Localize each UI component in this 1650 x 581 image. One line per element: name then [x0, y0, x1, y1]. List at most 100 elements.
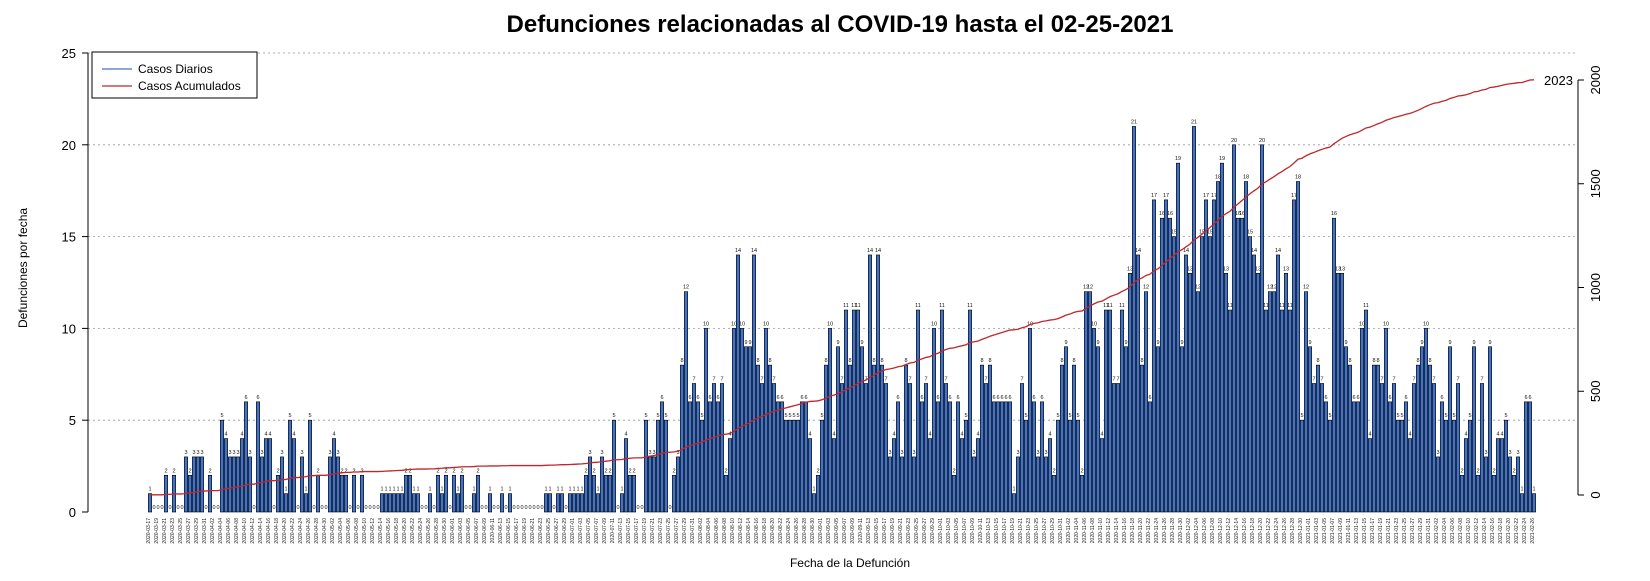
bar: [1336, 273, 1341, 513]
x-tick-label: 2021-02-26: [1530, 518, 1536, 544]
bar-value-label: 21: [1131, 119, 1137, 125]
x-tick-label: 2020-07-17: [634, 518, 640, 544]
bar: [475, 474, 480, 513]
bar-value-label: 6: [660, 395, 663, 401]
bar-value-label: 2: [816, 468, 819, 474]
x-tick-label: 2020-10-21: [1018, 518, 1024, 544]
bar: [1224, 273, 1229, 513]
x-tick-label: 2020-05-30: [442, 518, 448, 544]
bar-value-label: 2: [592, 468, 595, 474]
x-tick-label: 2020-07-21: [650, 518, 656, 544]
bar-value-label: 10: [1359, 321, 1365, 327]
bar-value-label: 9: [1064, 340, 1067, 346]
bar: [1015, 456, 1020, 513]
bar: [1160, 217, 1165, 513]
bar: [879, 364, 884, 513]
bar-value-label: 14: [875, 248, 881, 254]
bar: [855, 309, 860, 513]
bar-value-label: 0: [540, 505, 543, 511]
bar-value-label: 6: [1324, 395, 1327, 401]
bar: [1196, 291, 1201, 513]
bar-value-label: 5: [1056, 413, 1059, 419]
bar: [743, 346, 748, 513]
bar-value-label: 5: [784, 413, 787, 419]
x-tick-label: 2020-11-26: [1162, 518, 1168, 543]
bar: [1476, 474, 1481, 513]
bar-value-label: 9: [1344, 340, 1347, 346]
bar: [1100, 438, 1105, 513]
bar-value-label: 14: [735, 248, 741, 254]
bar-value-label: 1: [412, 487, 415, 493]
bar-value-label: 0: [204, 505, 207, 511]
x-tick-label: 2020-11-08: [1090, 518, 1096, 543]
bar: [395, 493, 400, 513]
bar-value-label: 14: [867, 248, 873, 254]
bar-value-label: 11: [1103, 303, 1109, 309]
x-tick-label: 2020-09-29: [930, 518, 936, 544]
x-axis-title: Fecha de la Defunción: [790, 556, 910, 570]
bar: [1104, 309, 1109, 513]
bar-value-label: 3: [248, 450, 251, 456]
bar-value-label: 0: [320, 505, 323, 511]
bar-value-label: 5: [1400, 413, 1403, 419]
x-tick-label: 2020-08-20: [770, 518, 776, 544]
bar-value-label: 1: [508, 487, 511, 493]
x-tick-label: 2020-04-18: [274, 518, 280, 544]
bar: [1120, 309, 1125, 513]
x-tick-label: 2020-12-22: [1266, 518, 1272, 544]
bar: [883, 383, 888, 513]
bar: [164, 474, 169, 513]
x-tick-label: 2020-12-12: [1226, 518, 1232, 544]
bar-value-label: 2: [1476, 468, 1479, 474]
bar-value-label: 14: [1251, 248, 1257, 254]
bar-value-label: 8: [1372, 358, 1375, 364]
x-tick-label: 2020-12-08: [1210, 518, 1216, 544]
y-tick-label: 20: [62, 138, 76, 153]
bar: [663, 419, 668, 513]
x-tick-label: 2021-01-03: [1314, 518, 1320, 544]
bar: [1292, 199, 1297, 513]
bar-value-label: 6: [1032, 395, 1035, 401]
bar: [427, 493, 432, 513]
bar: [315, 474, 320, 513]
bar-value-label: 3: [972, 450, 975, 456]
bar: [1032, 401, 1037, 513]
x-tick-label: 2020-05-04: [338, 518, 344, 544]
bar-value-label: 1: [500, 487, 503, 493]
bar: [259, 456, 264, 513]
bar-value-label: 10: [931, 321, 937, 327]
bar-value-label: 12: [1267, 285, 1273, 291]
x-tick-label: 2021-02-16: [1490, 518, 1496, 544]
x-tick-label: 2021-02-22: [1514, 518, 1520, 544]
bar-value-label: 1: [568, 487, 571, 493]
x-tick-label: 2020-08-10: [730, 518, 736, 544]
x-tick-label: 2020-07-01: [570, 518, 576, 544]
bar-value-label: 4: [224, 432, 227, 438]
bar: [1328, 419, 1333, 513]
x-tick-label: 2020-05-10: [362, 518, 368, 544]
bar: [1404, 401, 1409, 513]
bar-value-label: 0: [636, 505, 639, 511]
bar-value-label: 6: [804, 395, 807, 401]
bar-value-label: 0: [252, 505, 255, 511]
bar: [775, 401, 780, 513]
bar: [783, 419, 788, 513]
bar: [675, 456, 680, 513]
bar: [267, 438, 272, 513]
bar: [1136, 254, 1141, 513]
x-tick-label: 2021-01-23: [1394, 518, 1400, 544]
x-tick-label: 2020-06-29: [562, 518, 568, 544]
bar-value-label: 7: [772, 376, 775, 382]
bar: [987, 364, 992, 513]
x-tick-label: 2020-05-12: [370, 518, 376, 544]
bar-value-label: 5: [1328, 413, 1331, 419]
bar: [1216, 181, 1221, 513]
bar-value-label: 4: [1100, 432, 1103, 438]
x-tick-label: 2021-01-31: [1426, 518, 1432, 544]
bar-value-label: 8: [980, 358, 983, 364]
bar: [379, 493, 384, 513]
bar-value-label: 6: [1000, 395, 1003, 401]
bar: [1200, 236, 1205, 513]
bar: [851, 309, 856, 513]
x-tick-label: 2020-12-30: [1298, 518, 1304, 544]
